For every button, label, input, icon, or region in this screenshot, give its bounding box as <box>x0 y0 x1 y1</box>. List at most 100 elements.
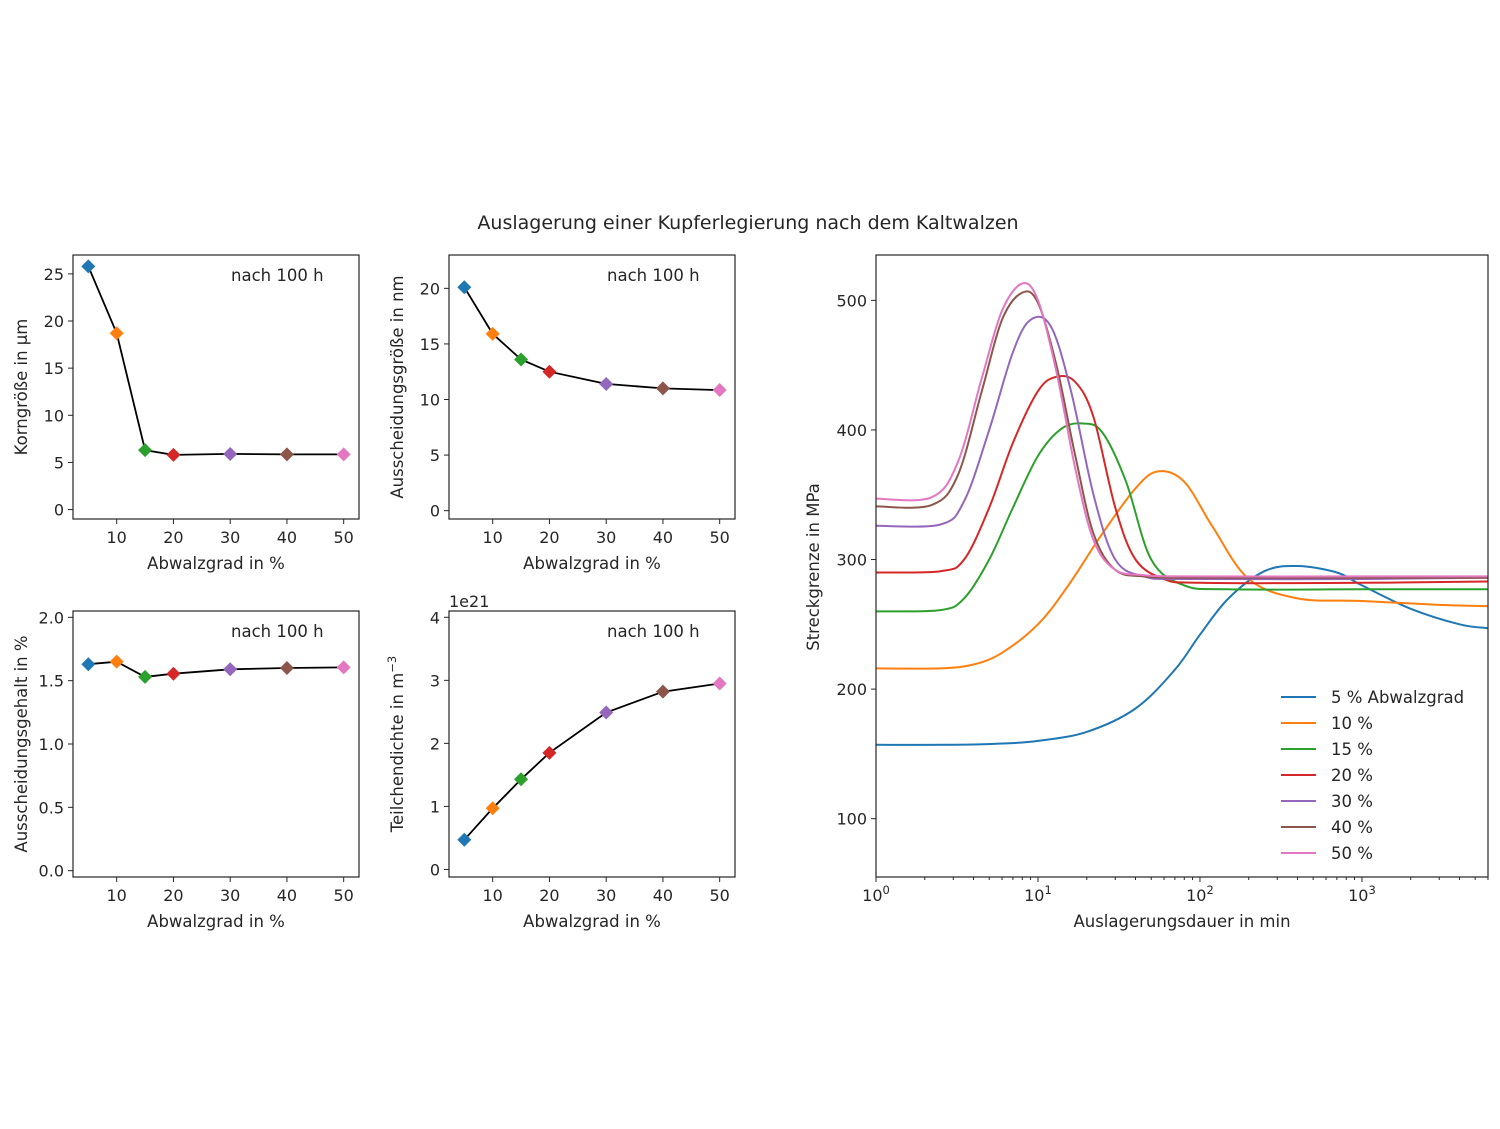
y-tick-label: 500 <box>836 291 867 310</box>
data-point-30 <box>599 705 614 720</box>
x-tick-exponent: 3 <box>1368 883 1375 897</box>
x-tick-label: 10 <box>483 528 503 547</box>
y-tick-label: 2 <box>430 734 440 753</box>
data-point-50 <box>712 383 727 398</box>
y-tick-label: 3 <box>430 671 440 690</box>
x-axis-label: Auslagerungsdauer in min <box>1073 912 1290 931</box>
series-line <box>87 265 344 456</box>
series-line <box>463 286 720 391</box>
data-point-10 <box>109 654 124 669</box>
y-tick-label: 25 <box>44 265 64 284</box>
y-tick-label: 100 <box>836 810 867 829</box>
y-axis-label: Streckgrenze in MPa <box>804 483 823 651</box>
y-tick-label: 0 <box>430 860 440 879</box>
y-tick-label: 0.0 <box>39 862 64 881</box>
series-line-10 <box>876 470 1488 670</box>
data-point-30 <box>599 376 614 391</box>
annotation-label: nach 100 h <box>231 622 324 641</box>
y-tick-label: 15 <box>420 335 440 354</box>
x-tick-label: 30 <box>596 886 616 905</box>
x-tick-exponent: 0 <box>883 883 890 897</box>
x-axis-label: Abwalzgrad in % <box>523 912 661 931</box>
y-tick-label: 5 <box>430 446 440 465</box>
data-point-20 <box>166 666 181 681</box>
data-point-40 <box>279 447 294 462</box>
y-tick-label: 0 <box>54 501 64 520</box>
data-point-50 <box>336 447 351 462</box>
y-axis-label-text: Korngröße in µm <box>12 319 31 456</box>
legend-label-15: 15 % <box>1331 740 1373 759</box>
legend: 5 % Abwalzgrad 10 % 15 % 20 % 30 % 40 % 50 % <box>1281 688 1464 863</box>
x-tick-label: 20 <box>539 886 559 905</box>
annotation-label: nach 100 h <box>607 622 700 641</box>
y-tick-label: 0.5 <box>39 798 64 817</box>
x-tick-base: 10 <box>1024 886 1044 905</box>
y-tick-label: 1 <box>430 797 440 816</box>
x-tick-base: 10 <box>1348 886 1368 905</box>
x-tick-label: 20 <box>163 886 183 905</box>
plot-frame <box>448 254 736 520</box>
y-tick-label: 1.0 <box>39 735 64 754</box>
x-tick-label: 103 <box>1348 883 1376 905</box>
y-tick-label: 4 <box>430 608 440 627</box>
x-tick-label: 101 <box>1024 883 1052 905</box>
annotation-label: nach 100 h <box>607 266 700 285</box>
data-point-15 <box>514 772 529 787</box>
series-group <box>876 282 1488 746</box>
data-point-10 <box>485 801 500 816</box>
y-tick-label: 5 <box>54 453 64 472</box>
annotation-label: nach 100 h <box>231 266 324 285</box>
chart-ausscheidungsgroesse: 10 20 30 40 50 0 5 10 15 20 nach 100 h Abwalzgrad i… <box>388 254 736 573</box>
x-tick-label: 30 <box>596 528 616 547</box>
data-point-50 <box>712 676 727 691</box>
data-point-20 <box>542 745 557 760</box>
y-tick-label: 20 <box>420 279 440 298</box>
y-axis-label-text: Ausscheidungsgröße in nm <box>388 275 407 498</box>
x-tick-label: 40 <box>277 886 297 905</box>
data-point-5 <box>81 657 96 672</box>
y-tick-label: 1.5 <box>39 672 64 691</box>
data-point-40 <box>655 684 670 699</box>
data-point-15 <box>514 352 529 367</box>
legend-label-30: 30 % <box>1331 792 1373 811</box>
legend-label-50: 50 % <box>1331 844 1373 863</box>
legend-label-10: 10 % <box>1331 714 1373 733</box>
x-axis-label: Abwalzgrad in % <box>523 554 661 573</box>
chart-teilchendichte: 10 20 30 40 50 0 1 2 3 4 nach 100 h Abwalzgrad in %… <box>385 592 736 931</box>
x-tick-base: 10 <box>862 886 882 905</box>
y-tick-label: 300 <box>836 551 867 570</box>
data-point-15 <box>138 669 153 684</box>
series-line <box>463 682 720 841</box>
y-tick-label: 10 <box>44 406 64 425</box>
series-line-20 <box>876 375 1488 585</box>
x-tick-label: 30 <box>220 528 240 547</box>
x-tick-exponent: 2 <box>1206 883 1213 897</box>
data-point-10 <box>109 326 124 341</box>
y-tick-label: 0 <box>430 502 440 521</box>
y-axis-label-text: Teilchendichte in m <box>388 673 407 834</box>
y-tick-label: 2.0 <box>39 608 64 627</box>
legend-label-20: 20 % <box>1331 766 1373 785</box>
chart-korngroesse: 10 20 30 40 50 0 5 10 15 20 25 nach 100 h Abwalzgrad… <box>12 254 360 573</box>
x-tick-label: 40 <box>653 886 673 905</box>
data-point-15 <box>138 443 153 458</box>
x-tick-base: 10 <box>1186 886 1206 905</box>
x-tick-label: 50 <box>709 528 729 547</box>
offset-text: 1e21 <box>449 592 489 611</box>
chart-ausscheidungsgehalt: 10 20 30 40 50 0.0 0.5 1.0 1.5 2.0 nach 100 h Abwal… <box>12 608 360 931</box>
series-line-50 <box>876 282 1488 578</box>
legend-label-5: 5 % Abwalzgrad <box>1331 688 1464 707</box>
y-axis-label-exponent: −3 <box>385 656 399 673</box>
x-tick-label: 20 <box>539 528 559 547</box>
series-line-15 <box>876 422 1488 613</box>
data-point-50 <box>336 660 351 675</box>
data-point-10 <box>485 326 500 341</box>
x-tick-label: 20 <box>163 528 183 547</box>
y-axis-label: Korngröße in µm <box>12 319 31 456</box>
series-line-40 <box>876 290 1488 579</box>
x-tick-label: 50 <box>709 886 729 905</box>
plot-frame <box>875 254 1489 878</box>
